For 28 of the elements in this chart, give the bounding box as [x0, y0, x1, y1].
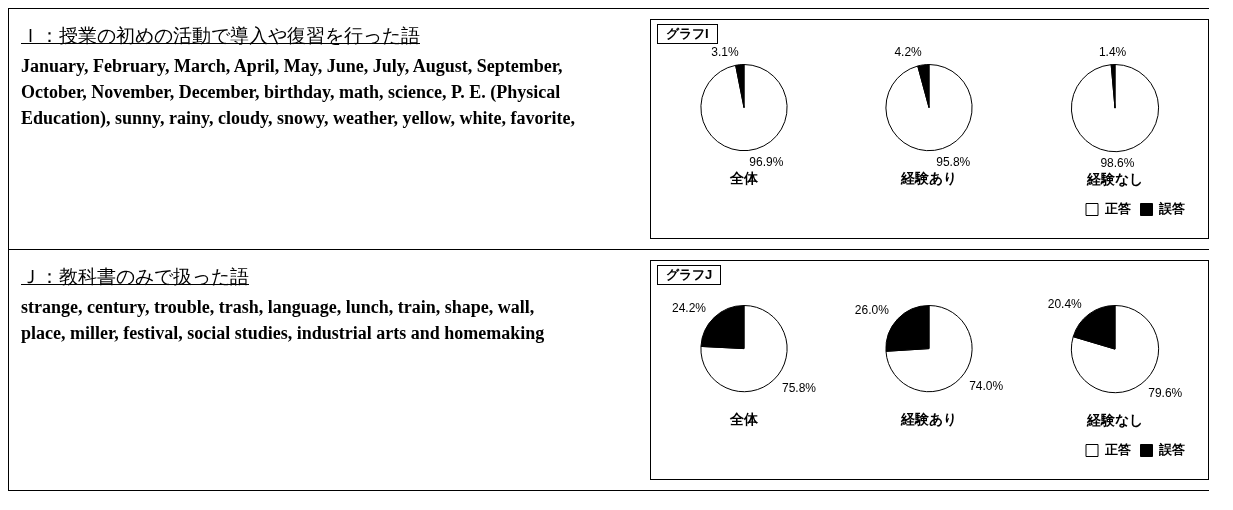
text: 経験なし: [1086, 171, 1144, 188]
chart-title: グラフI: [657, 24, 718, 44]
data-label: 96.9%: [749, 154, 784, 169]
text: 経験なし: [1086, 412, 1144, 429]
data-label: 95.8%: [936, 154, 972, 169]
text: 全体: [728, 170, 759, 187]
data-label: 24.2%: [671, 300, 707, 315]
data-label: 4.2%: [894, 45, 923, 60]
text: Ｊ：教科書のみで扱った語: [21, 265, 250, 289]
text: 経験あり: [900, 411, 958, 428]
text: Ｉ：授業の初めの活動で導入や復習を行った語: [21, 24, 421, 48]
data-label: 74.0%: [969, 378, 1005, 393]
text: January, February, March, April, May, June, July, August, September, October, November, December, birthday, math, science, P. E. (Physical Education), sunny, rainy, cloudy, snowy, weather, yellow, white, favorite,: [21, 55, 576, 130]
legend-label: 誤答: [1158, 442, 1186, 458]
data-label: 79.6%: [1148, 385, 1183, 400]
legend-label: 誤答: [1158, 201, 1186, 217]
data-label: 26.0%: [855, 303, 890, 318]
text: 経験あり: [900, 170, 958, 187]
legend-label: 正答: [1103, 201, 1131, 217]
text: strange, century, trouble, trash, language, lunch, train, shape, wall, place, miller, festival, social studies, industrial arts and homemaking: [21, 296, 546, 345]
text: 全体: [728, 411, 759, 428]
data-label: 1.4%: [1099, 44, 1127, 59]
data-label: 20.4%: [1047, 296, 1083, 311]
data-label: 98.6%: [1100, 155, 1135, 170]
data-label: 75.8%: [781, 380, 817, 395]
chart-title: グラフJ: [657, 265, 722, 285]
data-label: 3.1%: [711, 45, 739, 60]
legend-label: 正答: [1103, 442, 1131, 458]
